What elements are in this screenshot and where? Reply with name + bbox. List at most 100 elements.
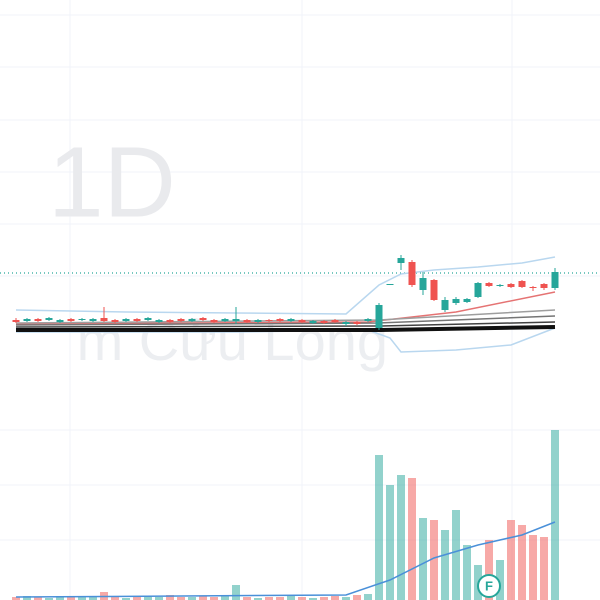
volume-bar (89, 596, 97, 600)
volume-bar (67, 597, 75, 600)
candle-body (518, 281, 526, 287)
volume-bar (353, 595, 361, 600)
candle-body (485, 283, 493, 286)
volume-bar (507, 520, 515, 600)
candle-body (386, 284, 394, 285)
volume-bar (276, 597, 284, 600)
volume-bar (331, 596, 339, 600)
volume-bar (452, 510, 460, 600)
volume-bar (463, 545, 471, 600)
volume-bar (199, 596, 207, 600)
volume-bar (540, 537, 548, 600)
watermark-name: m Cửu Long (77, 309, 388, 372)
volume-bar (320, 597, 328, 600)
candle-body (364, 319, 372, 321)
candle-body (34, 319, 42, 321)
candle-body (353, 322, 361, 324)
candle-body (100, 318, 108, 321)
volume-bar (34, 597, 42, 600)
candle-body (67, 319, 75, 321)
candle-body (45, 318, 53, 320)
candle-body (507, 284, 515, 287)
event-marker-label: F (485, 578, 493, 593)
indicator-line (15, 291, 556, 325)
candle-body (166, 320, 174, 322)
candle-body (254, 320, 262, 322)
event-marker (477, 574, 501, 598)
volume-bar (144, 596, 152, 600)
volume-bar (419, 518, 427, 600)
volume-bar (111, 597, 119, 600)
volume-bar (23, 596, 31, 600)
candle-body (78, 319, 86, 320)
candle-body (276, 319, 284, 321)
volume-bar (342, 597, 350, 600)
volume-bar (122, 598, 130, 600)
candle-body (298, 320, 306, 322)
volume-bar (243, 597, 251, 600)
volume-bar (133, 597, 141, 600)
volume-bar (56, 596, 64, 600)
candle-body (342, 322, 350, 324)
volume-bar (177, 597, 185, 600)
candle-body (188, 319, 196, 321)
candle-body (232, 319, 240, 321)
volume-bar (441, 530, 449, 600)
volume-bar (430, 520, 438, 600)
volume-bar (375, 455, 383, 600)
candle-body (133, 319, 141, 321)
candle-body (430, 280, 438, 300)
volume-bar (551, 430, 559, 600)
volume-bar (166, 595, 174, 600)
watermark-interval: 1D (48, 126, 176, 238)
candle-body (529, 287, 537, 288)
candle-body (551, 272, 559, 288)
volume-bar (254, 598, 262, 600)
volume-bar (298, 597, 306, 600)
candle-body (56, 320, 64, 322)
candle-body (320, 321, 328, 323)
candle-body (199, 318, 207, 320)
volume-bar (45, 598, 53, 600)
volume-bar (485, 540, 493, 600)
volume-bar (287, 596, 295, 600)
candle-body (474, 283, 482, 297)
volume-bar (496, 560, 504, 600)
candle-body (89, 319, 97, 321)
volume-bar (232, 585, 240, 600)
candle-body (23, 319, 31, 321)
candle-body (441, 300, 449, 310)
volume-bar (364, 594, 372, 600)
candle-body (111, 320, 119, 322)
volume-bar (210, 597, 218, 600)
candle-body (243, 320, 251, 322)
volume-bar (265, 597, 273, 600)
candle-body (375, 305, 383, 328)
candle-body (12, 320, 20, 322)
candle-body (221, 319, 229, 321)
volume-bar (78, 597, 86, 600)
volume-ma (15, 521, 556, 598)
candle-body (496, 285, 504, 286)
candle-body (408, 262, 416, 285)
volume-bar (518, 525, 526, 600)
candle-body (331, 320, 339, 322)
volume-bar (188, 597, 196, 600)
candle-body (210, 320, 218, 322)
volume-bar (408, 478, 416, 600)
candle-body (177, 319, 185, 321)
volume-bar (386, 485, 394, 600)
candle-body (419, 278, 427, 290)
candle-body (155, 320, 163, 322)
volume-bar (309, 598, 317, 600)
candle-body (309, 321, 317, 323)
indicator-line (15, 256, 556, 315)
volume-bar (155, 597, 163, 600)
volume-bar (529, 535, 537, 600)
candle-body (463, 299, 471, 302)
candle-body (144, 318, 152, 320)
candle-body (540, 284, 548, 288)
candle-body (452, 299, 460, 303)
